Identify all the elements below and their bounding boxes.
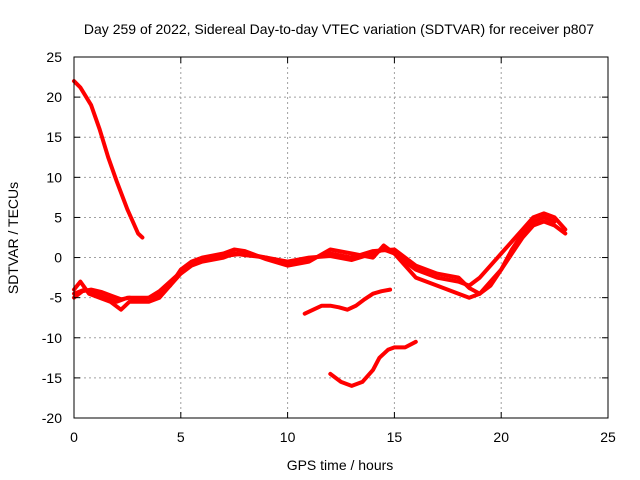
y-tick-label: 15: [46, 129, 62, 145]
y-tick-labels: -20 -15 -10 -5 0 5 10 15 20 25: [42, 49, 62, 426]
series-layer: [72, 79, 568, 388]
y-tick-label: 10: [46, 169, 62, 185]
x-tick-label: 15: [387, 429, 403, 445]
y-tick-label: 5: [54, 209, 62, 225]
x-tick-label: 5: [177, 429, 185, 445]
y-tick-label: 25: [46, 49, 62, 65]
x-tick-label: 0: [70, 429, 78, 445]
y-tick-label: 20: [46, 89, 62, 105]
ticks: [73, 56, 609, 419]
series-arc-5: [302, 287, 393, 316]
x-tick-label: 25: [600, 429, 616, 445]
y-tick-label: -20: [42, 410, 62, 426]
series-arc-4: [72, 215, 557, 304]
x-tick-labels: 0 5 10 15 20 25: [70, 429, 616, 445]
x-axis-label: GPS time / hours: [287, 457, 394, 473]
y-axis-label: SDTVAR / TECUs: [5, 182, 21, 294]
series-arc-1: [72, 79, 145, 240]
x-tick-label: 10: [280, 429, 296, 445]
plot-frame: [73, 56, 609, 419]
x-tick-label: 20: [493, 429, 509, 445]
chart-title: Day 259 of 2022, Sidereal Day-to-day VTE…: [84, 21, 594, 37]
y-tick-label: 0: [54, 250, 62, 266]
y-tick-label: -15: [42, 370, 62, 386]
y-tick-label: -5: [50, 290, 63, 306]
y-tick-label: -10: [42, 330, 62, 346]
series-arc-6: [328, 339, 418, 388]
